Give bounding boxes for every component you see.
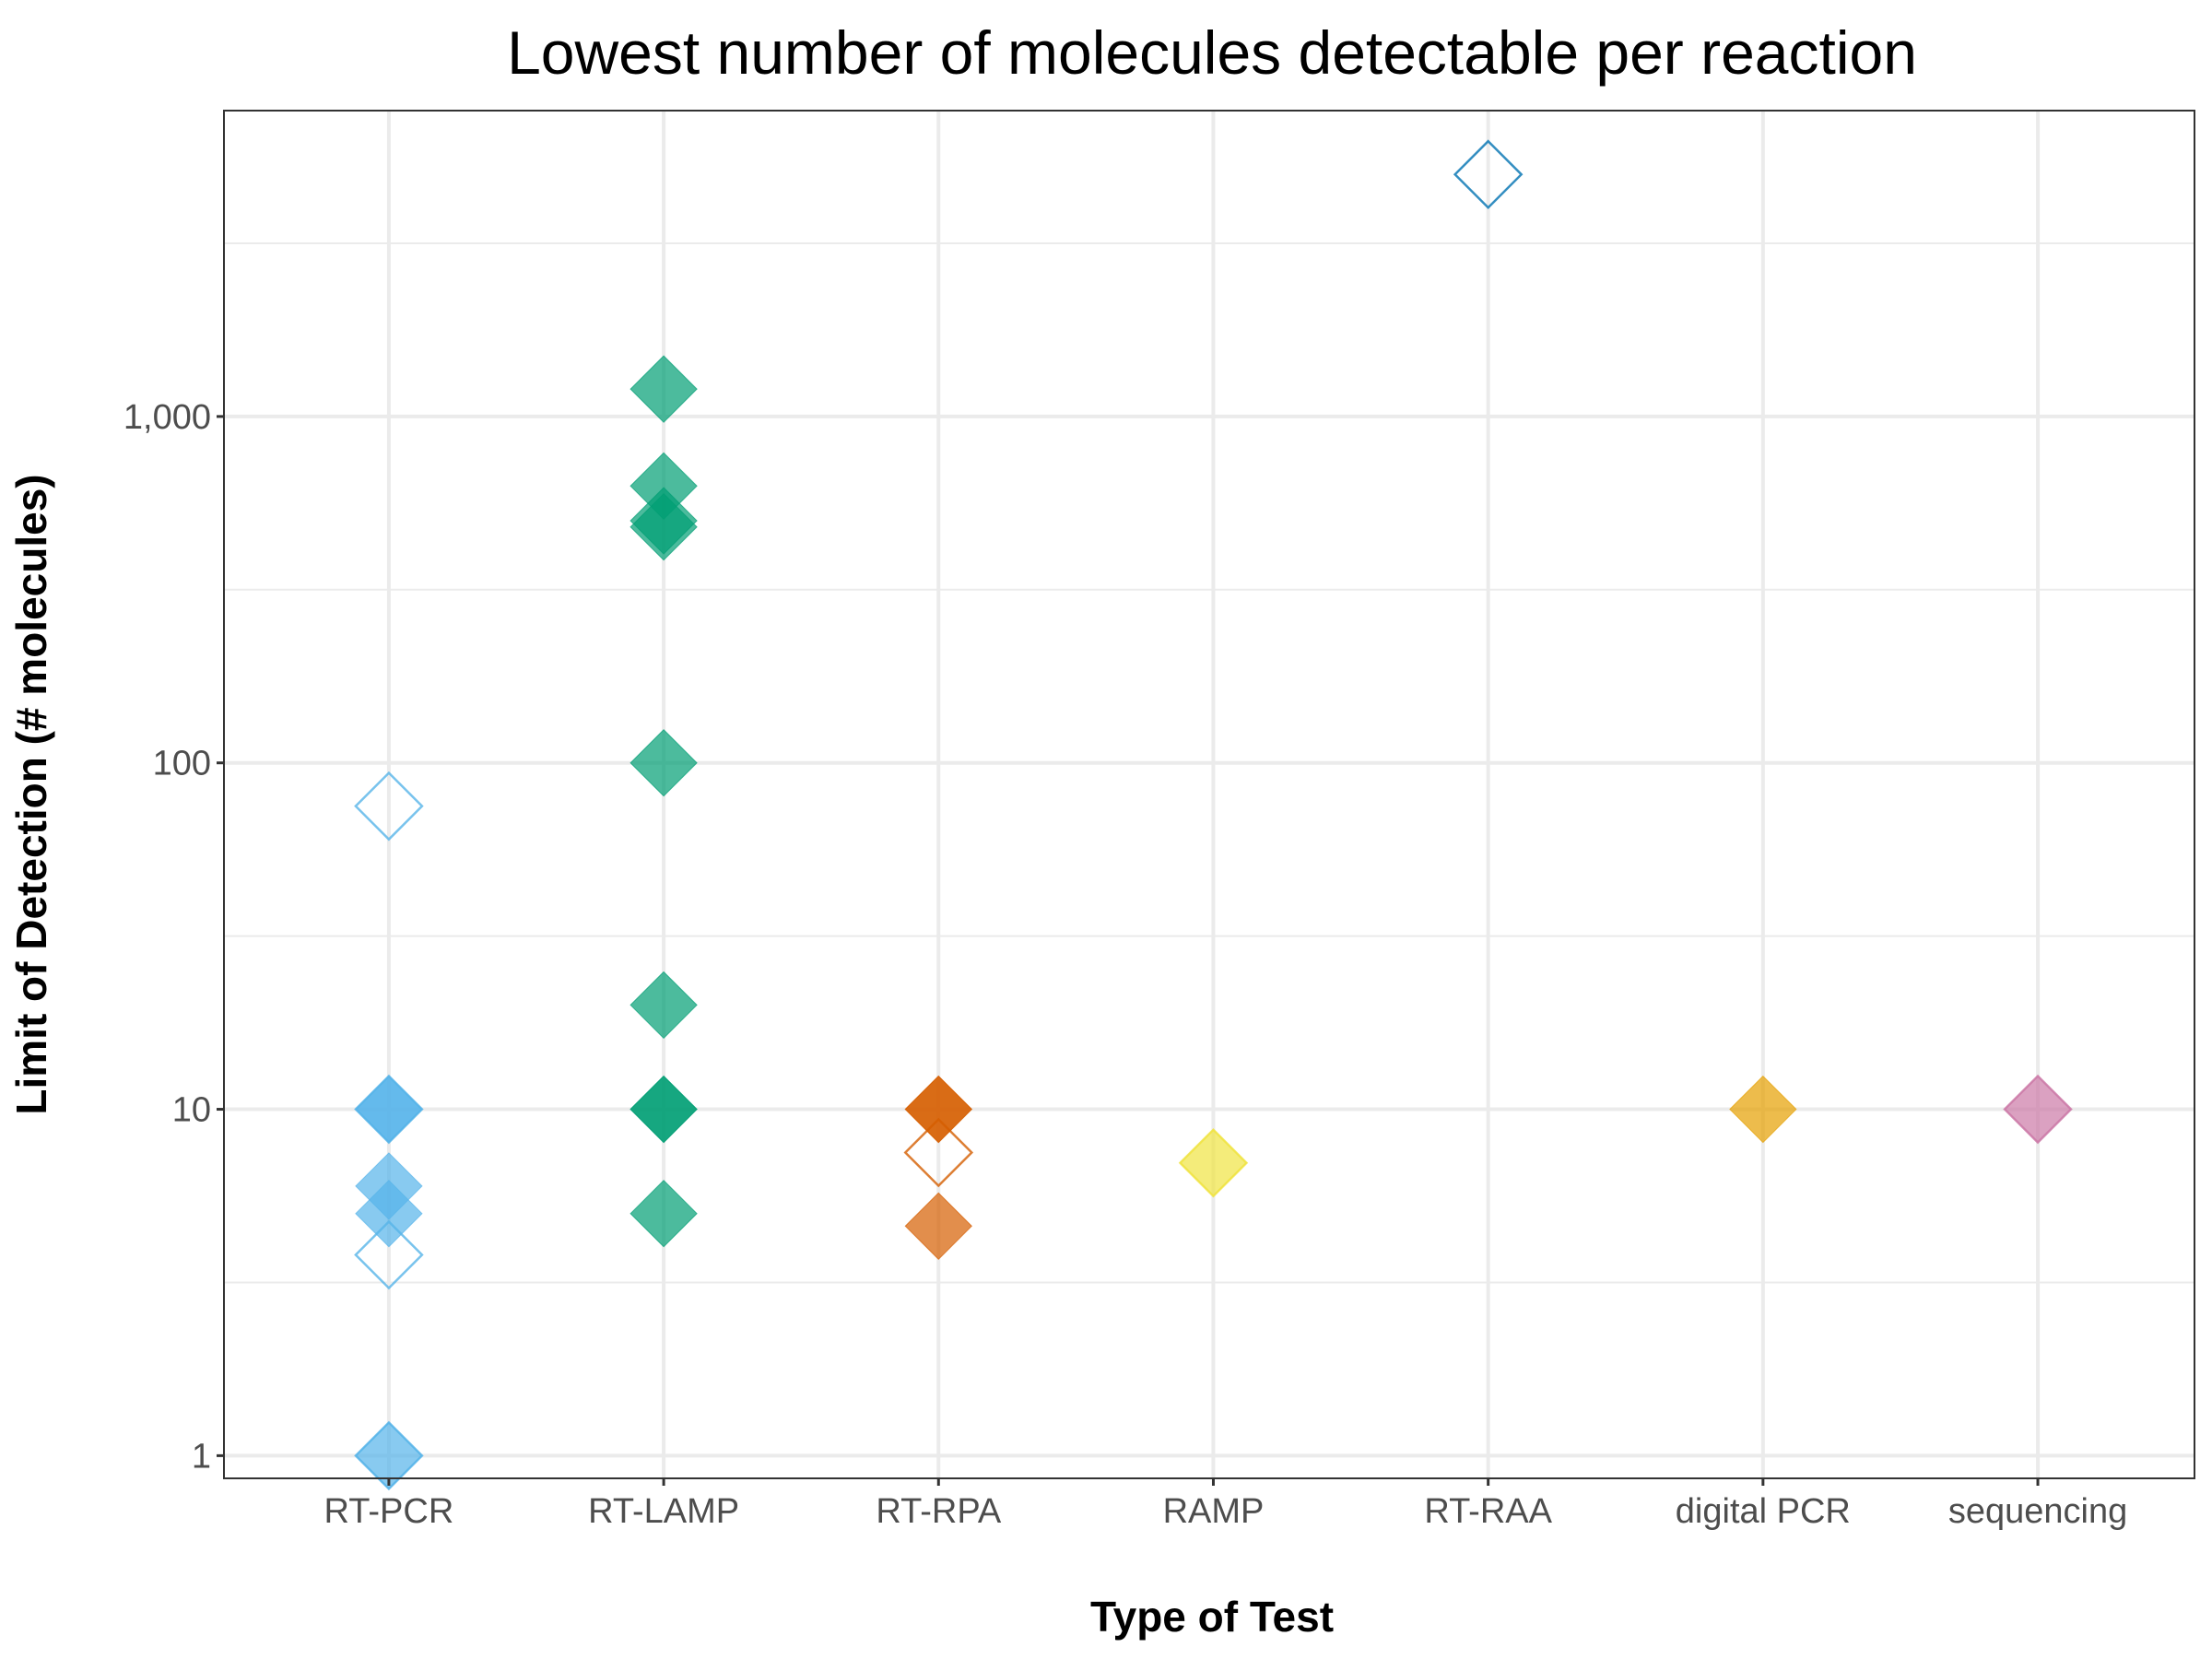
data-point [1453, 139, 1524, 209]
data-point [2004, 1075, 2072, 1144]
data-point [629, 729, 698, 797]
y-axis: 1 10 100 1,000 [124, 398, 224, 1476]
x-tick-label: RT-RPA [876, 1492, 1001, 1531]
x-tick-label: RT-LAMP [588, 1492, 739, 1531]
data-point [629, 492, 698, 561]
data-point [354, 1074, 424, 1145]
data-point [904, 1192, 972, 1261]
data-point [1178, 1128, 1249, 1198]
data-point [355, 1179, 423, 1248]
x-tick-label: RT-RAA [1424, 1492, 1552, 1531]
grid [224, 111, 2194, 1478]
data-point [354, 1219, 424, 1290]
data-point [629, 1179, 698, 1248]
data-point [629, 355, 698, 423]
y-tick-label: 100 [153, 745, 211, 783]
data-point [354, 1420, 424, 1491]
y-tick-label: 1 [192, 1437, 211, 1476]
data-point [629, 971, 698, 1040]
data-point [904, 1075, 972, 1144]
chart-title: Lowest number of molecules detectable pe… [507, 18, 1917, 87]
plot-panel-border [223, 110, 2195, 1479]
data-point [1179, 1129, 1248, 1197]
data-points [354, 139, 2073, 1491]
x-axis-title: Type of Test [1090, 1593, 1334, 1641]
x-tick-label: digital PCR [1676, 1492, 1851, 1531]
data-point [903, 1117, 974, 1188]
data-point [1729, 1075, 1797, 1144]
x-axis: RT-PCR RT-LAMP RT-RPA RAMP RT-RAA digital PCR… [324, 1478, 2127, 1531]
data-point [355, 1075, 423, 1144]
x-tick-label: sequencing [1948, 1492, 2127, 1531]
y-axis-title: Limit of Detection (# molecules) [7, 474, 55, 1114]
data-point [2003, 1074, 2073, 1145]
x-tick-label: RT-PCR [324, 1492, 454, 1531]
y-tick-label: 10 [172, 1091, 211, 1130]
data-point [354, 771, 424, 841]
y-tick-label: 1,000 [124, 398, 211, 437]
x-tick-label: RAMP [1163, 1492, 1265, 1531]
data-point [629, 1075, 698, 1144]
